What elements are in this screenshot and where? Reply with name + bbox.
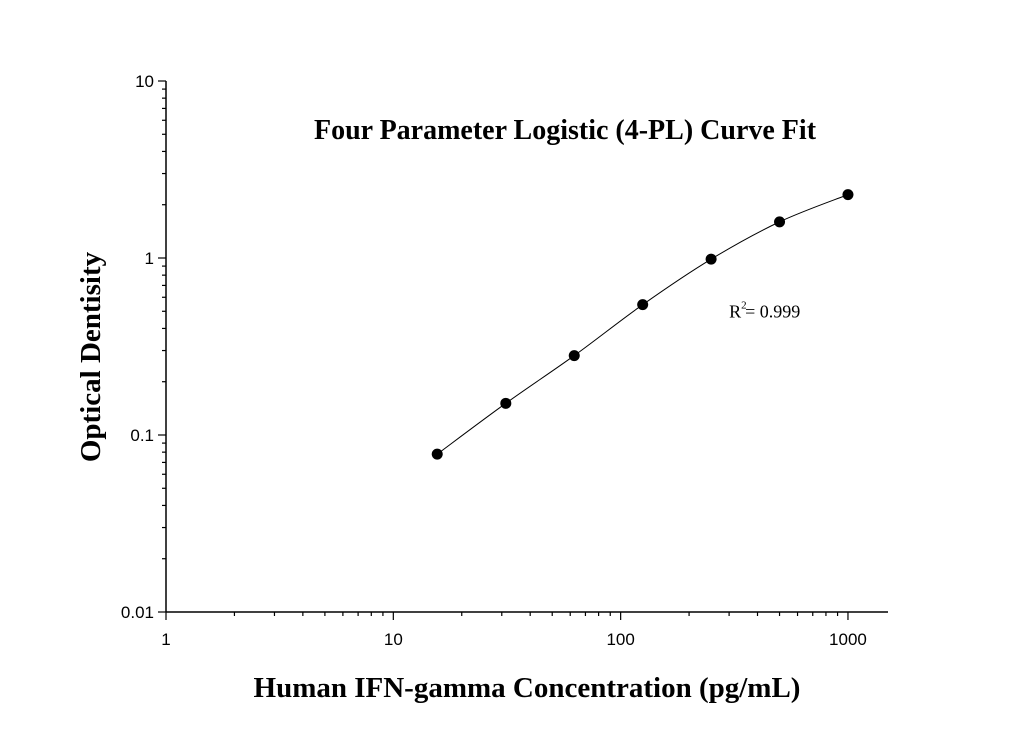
y-axis-ticks: 0.01 0.1 1 10 xyxy=(121,72,166,622)
data-point xyxy=(842,189,854,201)
y-tick-label: 0.01 xyxy=(121,603,154,622)
x-tick-label: 100 xyxy=(606,630,634,649)
data-points xyxy=(431,189,854,460)
data-point xyxy=(500,397,512,409)
data-point xyxy=(705,253,717,265)
y-tick-label: 1 xyxy=(145,249,154,268)
y-tick-label: 10 xyxy=(135,72,154,91)
x-tick-label: 10 xyxy=(384,630,403,649)
x-axis-label: Human IFN-gamma Concentration (pg/mL) xyxy=(254,672,801,704)
r-squared-annotation: R 2 = 0.999 xyxy=(729,299,800,321)
data-point xyxy=(637,299,649,311)
x-tick-label: 1000 xyxy=(829,630,867,649)
fit-curve xyxy=(436,194,849,455)
x-tick-label: 1 xyxy=(161,630,170,649)
r-squared-symbol: R xyxy=(729,301,741,321)
chart-title: Four Parameter Logistic (4-PL) Curve Fit xyxy=(314,115,817,146)
y-tick-label: 0.1 xyxy=(130,426,154,445)
y-axis-label: Optical Dentisity xyxy=(75,251,107,462)
data-point xyxy=(568,350,580,362)
x-axis-ticks: 1 10 100 1000 xyxy=(161,612,867,649)
r-squared-value: = 0.999 xyxy=(745,301,800,321)
data-point xyxy=(431,448,443,460)
r-squared-superscript: 2 xyxy=(741,299,747,311)
axes: 1 10 100 1000 0.01 0.1 1 10 xyxy=(121,72,888,649)
data-point xyxy=(774,216,786,228)
